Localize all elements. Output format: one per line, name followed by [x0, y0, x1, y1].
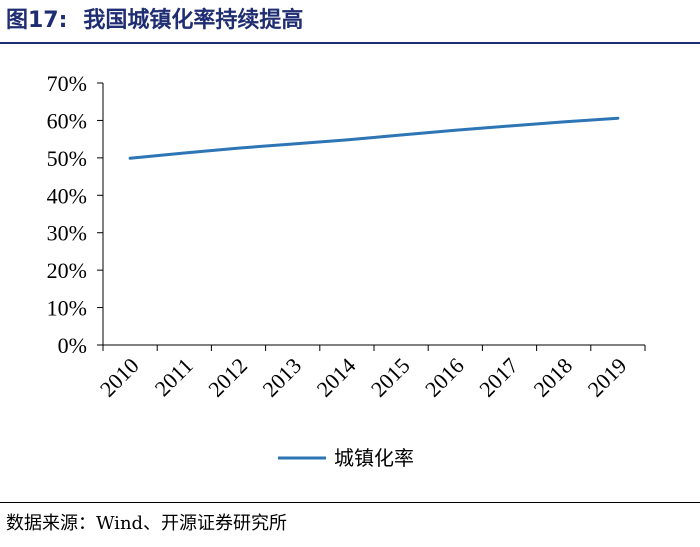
data-point	[454, 129, 457, 132]
figure-label: 图17:	[6, 8, 68, 33]
source-divider	[0, 502, 700, 503]
y-tick-label: 50%	[47, 146, 87, 171]
source-note: 数据来源：Wind、开源证券研究所	[6, 513, 288, 534]
y-axis: 0% 10% 20% 30% 40% 50% 60% 70%	[47, 71, 104, 358]
y-tick-label: 30%	[47, 221, 87, 246]
y-tick-label: 40%	[47, 183, 87, 208]
x-tick-label: 2017	[474, 353, 523, 402]
x-tick-label: 2012	[203, 353, 252, 402]
legend-label: 城镇化率	[334, 447, 414, 470]
y-tick-label: 60%	[47, 108, 87, 133]
x-tick-label: 2010	[95, 353, 144, 402]
data-point	[291, 143, 294, 146]
figure-title: 我国城镇化率持续提高	[83, 8, 304, 33]
x-tick-label: 2018	[528, 353, 577, 402]
series-layer	[128, 116, 620, 160]
y-tick-label: 10%	[47, 296, 87, 321]
data-point	[508, 125, 511, 128]
x-tick-label: 2016	[420, 353, 469, 402]
data-point	[616, 117, 619, 120]
data-point	[562, 120, 565, 123]
data-point	[400, 134, 403, 137]
x-tick-label: 2014	[312, 353, 361, 402]
x-tick-label: 2019	[583, 353, 632, 402]
data-point	[183, 151, 186, 154]
data-point	[345, 138, 348, 141]
y-tick-label: 0%	[58, 333, 87, 358]
x-tick-label: 2011	[150, 353, 198, 401]
x-axis: 2010 2011 2012 2013 2014 2015 2016 2017 2018 2019	[95, 344, 646, 402]
line-chart: 0% 10% 20% 30% 40% 50% 60% 70% 2010 2011 2012 2013…	[47, 71, 646, 470]
y-tick-label: 20%	[47, 258, 87, 283]
x-tick-label: 2013	[257, 353, 306, 402]
title-divider	[0, 42, 700, 44]
series-line	[128, 116, 620, 160]
data-point	[129, 157, 132, 160]
data-point	[237, 147, 240, 150]
chart-title: 图17: 我国城镇化率持续提高	[6, 6, 303, 36]
legend: 城镇化率	[278, 447, 414, 470]
x-tick-label: 2015	[366, 353, 415, 402]
y-tick-label: 70%	[47, 71, 87, 96]
